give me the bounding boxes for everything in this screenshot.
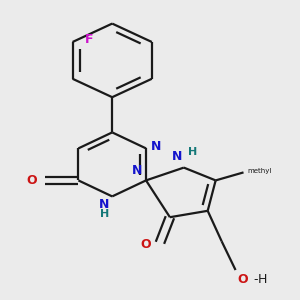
Text: H: H [188, 147, 197, 158]
Text: N: N [132, 164, 142, 177]
Text: H: H [257, 273, 267, 286]
Text: O: O [238, 273, 248, 286]
Text: N: N [99, 198, 109, 211]
Text: F: F [85, 33, 94, 46]
Text: -: - [254, 273, 258, 286]
Text: H: H [100, 208, 109, 219]
Text: N: N [151, 140, 161, 153]
Text: O: O [141, 238, 151, 251]
Text: O: O [27, 174, 38, 187]
Text: N: N [172, 150, 182, 163]
Text: methyl: methyl [248, 168, 272, 174]
